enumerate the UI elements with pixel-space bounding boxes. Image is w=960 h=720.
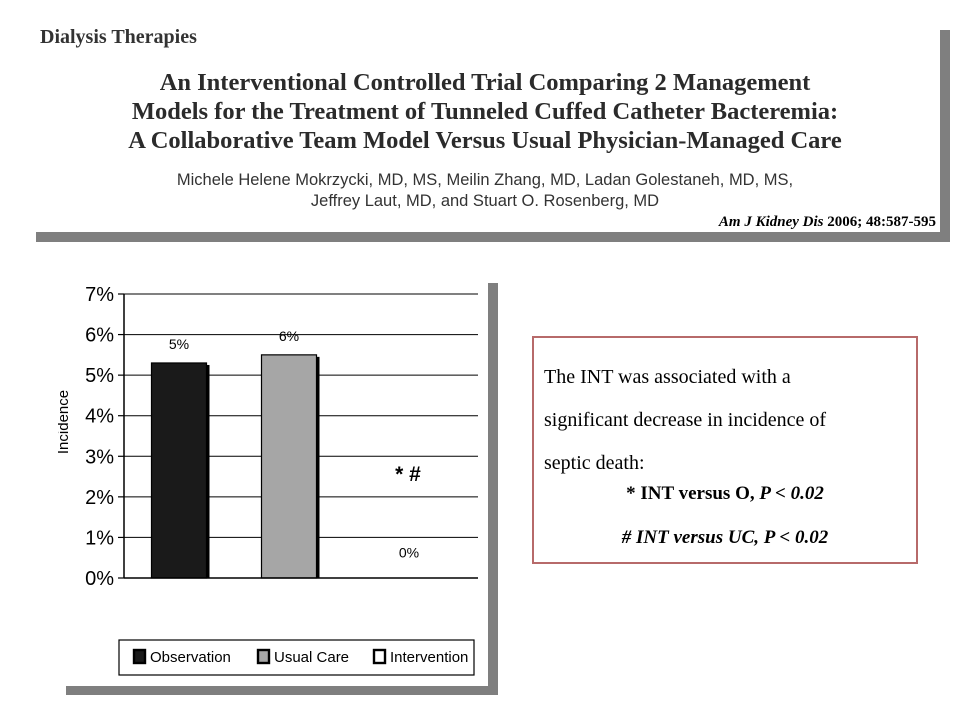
- legend-label: Usual Care: [274, 649, 349, 666]
- findings-line: The INT was associated with a: [544, 366, 791, 388]
- findings-note: The INT was associated with a significan…: [532, 336, 918, 564]
- paper-authors: Michele Helene Mokrzycki, MD, MS, Meilin…: [30, 170, 940, 212]
- stat1-label: * INT versus O,: [626, 483, 760, 504]
- findings-text: The INT was associated with a significan…: [544, 356, 904, 485]
- legend-frame: [118, 639, 475, 676]
- legend-swatch: [132, 648, 147, 665]
- stat1-p-value: P < 0.02: [759, 483, 824, 504]
- data-label: 6%: [279, 328, 299, 344]
- findings-line: significant decrease in incidence of: [544, 409, 827, 431]
- paper-header: Dialysis Therapies An Interventional Con…: [30, 20, 940, 232]
- legend-swatch: [372, 648, 387, 665]
- paper-title: An Interventional Controlled Trial Compa…: [30, 68, 940, 155]
- bar-observation: [150, 362, 208, 579]
- y-tick-label: 7%: [85, 284, 114, 306]
- citation: Am J Kidney Dis 2006; 48:587-595: [719, 214, 936, 231]
- bar-layer: [150, 354, 320, 579]
- chart-panel: 0% 1% 2% 3% 4% 5% 6% 7% 5% 6% 0% Incidence * # Ob…: [58, 276, 488, 686]
- stat-int-vs-observation: * INT versus O, P < 0.02: [534, 483, 916, 505]
- bar-chart: 0% 1% 2% 3% 4% 5% 6% 7% 5% 6% 0% Incidence * # Ob…: [58, 284, 478, 676]
- y-axis-title: Incidence: [58, 390, 72, 454]
- chart-legend: Observation Usual Care Intervention: [118, 639, 475, 676]
- legend-swatch: [256, 648, 271, 665]
- axis-layer: 0% 1% 2% 3% 4% 5% 6% 7%: [85, 284, 478, 590]
- y-tick-label: 4%: [85, 406, 114, 428]
- citation-details: 2006; 48:587-595: [823, 214, 936, 230]
- paper-title-line: An Interventional Controlled Trial Compa…: [159, 69, 811, 96]
- y-tick-label: 6%: [85, 325, 114, 347]
- legend-label: Intervention: [390, 649, 468, 666]
- data-label: 5%: [169, 336, 189, 352]
- y-tick-label: 2%: [85, 487, 114, 509]
- y-tick-label: 3%: [85, 446, 114, 468]
- y-tick-label: 1%: [85, 527, 114, 549]
- y-tick-label: 5%: [85, 365, 114, 387]
- findings-line: septic death:: [544, 452, 645, 474]
- stat-int-vs-usual-care: # INT versus UC, P < 0.02: [621, 527, 829, 548]
- bar-usual-care: [260, 354, 318, 579]
- data-label: 0%: [399, 545, 419, 561]
- author-line: Michele Helene Mokrzycki, MD, MS, Meilin…: [176, 171, 794, 189]
- label-layer: 5% 6% 0%: [169, 328, 419, 561]
- y-tick-label: 0%: [85, 568, 114, 590]
- paper-title-line: A Collaborative Team Model Versus Usual …: [128, 127, 842, 154]
- paper-title-line: Models for the Treatment of Tunneled Cuf…: [131, 98, 839, 125]
- citation-journal: Am J Kidney Dis: [718, 214, 824, 230]
- author-line: Jeffrey Laut, MD, and Stuart O. Rosenber…: [310, 192, 660, 210]
- significance-annotation: * #: [395, 463, 421, 486]
- legend-label: Observation: [150, 649, 231, 666]
- section-label: Dialysis Therapies: [40, 26, 197, 48]
